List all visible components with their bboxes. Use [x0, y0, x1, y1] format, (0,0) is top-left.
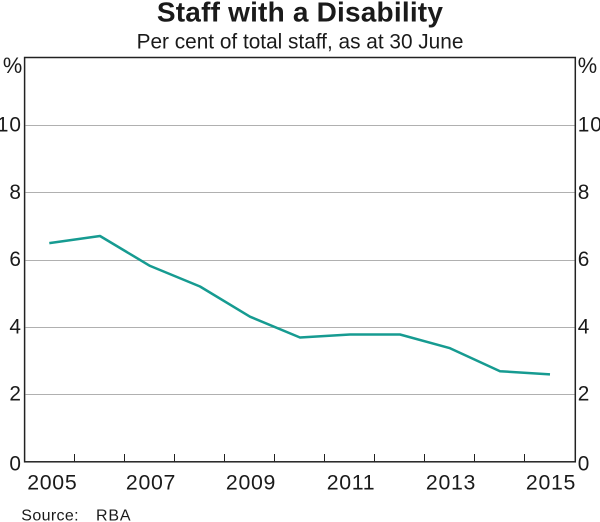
svg-text:6: 6	[9, 248, 21, 271]
svg-text:10: 10	[0, 114, 22, 137]
svg-text:2: 2	[578, 383, 590, 406]
svg-text:2013: 2013	[426, 471, 476, 495]
svg-text:%: %	[578, 53, 597, 78]
svg-text:4: 4	[9, 315, 21, 338]
svg-text:6: 6	[578, 248, 590, 271]
svg-text:8: 8	[9, 181, 21, 204]
svg-text:0: 0	[9, 453, 21, 476]
svg-text:0: 0	[578, 453, 590, 476]
svg-text:Per cent of total staff, as at: Per cent of total staff, as at 30 June	[137, 31, 464, 54]
svg-text:Staff with a Disability: Staff with a Disability	[157, 0, 443, 28]
svg-text:2005: 2005	[27, 471, 77, 495]
svg-text:2011: 2011	[327, 471, 376, 495]
svg-text:2009: 2009	[226, 471, 276, 495]
svg-text:2007: 2007	[126, 471, 176, 495]
svg-text:RBA: RBA	[96, 508, 131, 522]
svg-text:4: 4	[578, 315, 590, 338]
svg-text:8: 8	[578, 181, 590, 204]
svg-text:%: %	[3, 53, 22, 78]
svg-text:Source:: Source:	[21, 508, 79, 522]
svg-text:2015: 2015	[526, 471, 576, 495]
svg-text:10: 10	[578, 114, 600, 137]
svg-text:2: 2	[9, 383, 21, 406]
